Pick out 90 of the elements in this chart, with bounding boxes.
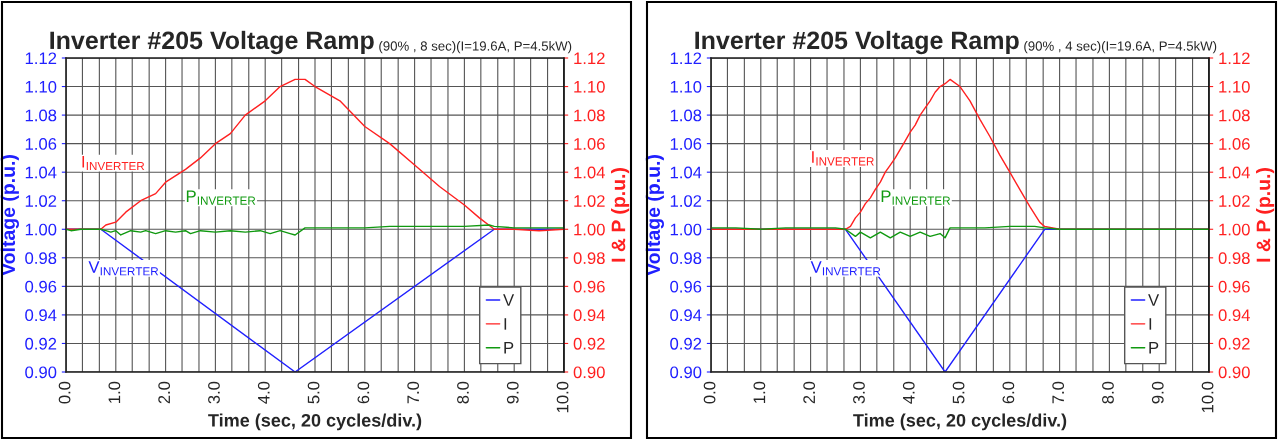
y2-tick-label: 1.04 bbox=[574, 166, 605, 179]
x-tick-label: 8.0 bbox=[457, 381, 469, 404]
y2-tick-label: 1.12 bbox=[574, 52, 605, 65]
x-tick-label: 4.0 bbox=[902, 381, 915, 404]
x-tick-label: 6.0 bbox=[357, 381, 370, 404]
x-tick-label: 0.0 bbox=[703, 381, 716, 404]
legend-label: I bbox=[504, 318, 507, 330]
x-tick-label: 10.0 bbox=[1201, 381, 1214, 413]
y-tick-label: 1.00 bbox=[25, 223, 57, 236]
x-tick-label: 8.0 bbox=[1102, 381, 1114, 404]
y2-tick-label: 1.06 bbox=[1219, 138, 1250, 150]
y-tick-label: 1.08 bbox=[670, 109, 702, 122]
x-tick-label: 10.0 bbox=[556, 381, 569, 413]
line-series bbox=[711, 225, 1209, 239]
y2-tick-label: 0.98 bbox=[1218, 252, 1250, 265]
legend-label: I bbox=[1149, 318, 1152, 330]
chart-subtitle: (90% , 8 sec)(I=19.6A, P=4.5kW) bbox=[379, 40, 572, 54]
x-tick-label: 1.0 bbox=[753, 381, 766, 403]
y2-tick-label: 0.96 bbox=[573, 280, 605, 293]
y2-tick-label: 0.92 bbox=[1218, 337, 1250, 350]
y-tick-label: 1.08 bbox=[25, 109, 57, 122]
legend-label: P bbox=[504, 342, 514, 354]
y2-axis-title: I & P (p.u.) bbox=[1256, 168, 1275, 262]
x-tick-label: 6.0 bbox=[1002, 381, 1015, 404]
y-tick-label: 1.02 bbox=[25, 195, 57, 207]
annotation: P$_{INVERTER}$ bbox=[881, 190, 951, 205]
y-tick-label: 0.90 bbox=[670, 366, 702, 379]
y-tick-label: 0.90 bbox=[25, 366, 57, 379]
y-tick-label: 1.02 bbox=[670, 195, 702, 207]
y2-tick-label: 0.94 bbox=[573, 309, 605, 322]
y2-tick-label: 1.02 bbox=[574, 195, 605, 207]
y-axis-title: Voltage (p.u.) bbox=[0, 155, 19, 276]
y2-tick-label: 1.10 bbox=[574, 80, 605, 93]
line-series bbox=[66, 224, 564, 236]
x-tick-label: 5.0 bbox=[307, 381, 320, 404]
annotation: V$_{INVERTER}$ bbox=[810, 261, 881, 276]
x-tick-label: 3.0 bbox=[853, 381, 865, 404]
y-tick-label: 1.04 bbox=[670, 166, 702, 179]
y-tick-label: 1.06 bbox=[25, 138, 57, 150]
annotation: P$_{INVERTER}$ bbox=[186, 190, 256, 205]
y-tick-label: 1.06 bbox=[670, 138, 702, 150]
legend-label: V bbox=[503, 294, 515, 306]
y2-tick-label: 1.02 bbox=[1219, 195, 1250, 207]
x-tick-label: 9.0 bbox=[506, 381, 519, 404]
x-tick-label: 9.0 bbox=[1151, 381, 1164, 404]
y2-tick-label: 1.08 bbox=[1219, 109, 1250, 122]
y2-tick-label: 0.90 bbox=[1218, 366, 1250, 379]
legend-label: P bbox=[1149, 342, 1159, 354]
x-tick-label: 2.0 bbox=[158, 381, 171, 404]
y-tick-label: 0.98 bbox=[670, 252, 702, 265]
y-tick-label: 1.04 bbox=[25, 166, 57, 179]
y2-tick-label: 0.94 bbox=[1218, 309, 1250, 322]
y-tick-label: 0.94 bbox=[25, 309, 57, 322]
y-tick-label: 1.10 bbox=[670, 80, 702, 93]
y-tick-label: 1.00 bbox=[670, 223, 702, 236]
x-tick-label: 2.0 bbox=[803, 381, 816, 404]
y-axis-title: Voltage (p.u.) bbox=[645, 155, 664, 276]
y2-tick-label: 0.98 bbox=[573, 252, 605, 265]
y2-tick-label: 1.08 bbox=[574, 109, 605, 122]
y-tick-label: 0.96 bbox=[670, 280, 702, 293]
y2-tick-label: 0.92 bbox=[573, 337, 605, 350]
annotation: V$_{INVERTER}$ bbox=[88, 261, 159, 276]
y2-tick-label: 1.06 bbox=[574, 138, 605, 150]
chart-subtitle: (90% , 4 sec)(I=19.6A, P=4.5kW) bbox=[1024, 40, 1217, 54]
x-tick-label: 3.0 bbox=[208, 381, 220, 404]
y-tick-label: 0.94 bbox=[670, 309, 702, 322]
x-tick-label: 7.0 bbox=[1052, 381, 1065, 404]
y2-tick-label: 0.90 bbox=[573, 366, 605, 379]
x-axis-title: Time (sec, 20 cycles/div.) bbox=[853, 413, 1067, 431]
y-tick-label: 0.96 bbox=[25, 280, 57, 293]
x-tick-label: 7.0 bbox=[407, 381, 420, 404]
y2-tick-label: 1.10 bbox=[1219, 80, 1250, 93]
x-axis-title: Time (sec, 20 cycles/div.) bbox=[208, 413, 422, 431]
annotation: I$_{INVERTER}$ bbox=[82, 156, 145, 171]
y-tick-label: 0.92 bbox=[670, 337, 702, 350]
x-tick-label: 0.0 bbox=[58, 381, 71, 404]
x-tick-label: 1.0 bbox=[108, 381, 121, 403]
y2-tick-label: 1.04 bbox=[1219, 166, 1250, 179]
y-tick-label: 0.98 bbox=[25, 252, 57, 265]
y2-tick-label: 1.00 bbox=[574, 223, 605, 236]
annotation: I$_{INVERTER}$ bbox=[812, 151, 874, 166]
y2-tick-label: 0.96 bbox=[1218, 280, 1250, 293]
y2-tick-label: 1.00 bbox=[1219, 223, 1250, 236]
y2-tick-label: 1.12 bbox=[1219, 52, 1250, 65]
y-tick-label: 1.10 bbox=[25, 80, 57, 93]
legend-label: V bbox=[1148, 294, 1160, 306]
x-tick-label: 5.0 bbox=[952, 381, 965, 404]
y-tick-label: 0.92 bbox=[25, 337, 57, 350]
x-tick-label: 4.0 bbox=[257, 381, 270, 404]
y2-axis-title: I & P (p.u.) bbox=[611, 168, 630, 262]
